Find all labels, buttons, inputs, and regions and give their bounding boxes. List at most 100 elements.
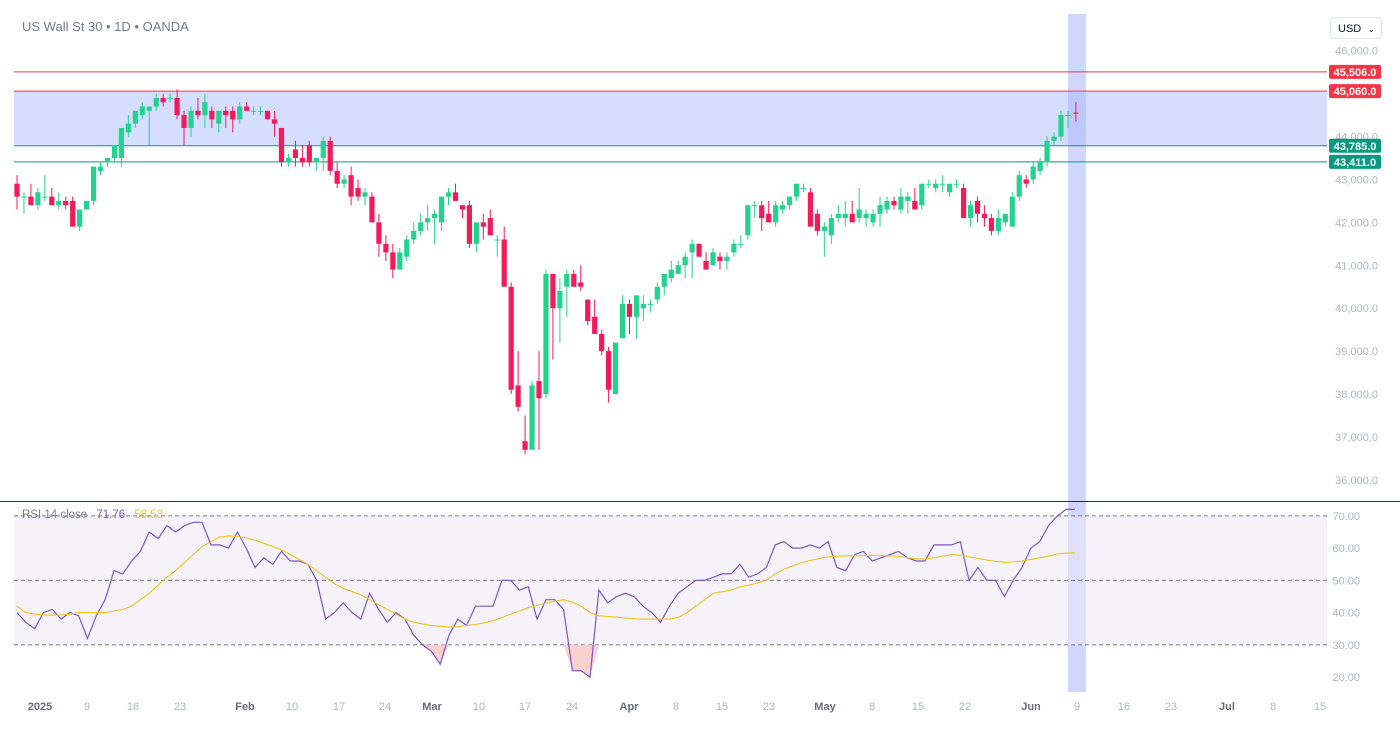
rsi-pane	[14, 508, 1327, 679]
candle-body	[814, 213, 820, 231]
time-axis-label: Jul	[1219, 701, 1235, 713]
candle-body	[258, 110, 264, 112]
candle-body	[188, 110, 194, 128]
candle-body	[585, 299, 591, 322]
candle-body	[1009, 196, 1015, 227]
candle-body	[195, 110, 201, 116]
time-axis-label: 15	[716, 701, 728, 713]
candle-body	[877, 205, 883, 214]
candle-body	[1044, 140, 1050, 163]
time-axis-label: 23	[1165, 701, 1177, 713]
price-axis-label: 46,000.0	[1335, 46, 1378, 58]
price-axis-label: 42,000.0	[1335, 217, 1378, 229]
currency-dropdown[interactable]: USD ⌄	[1330, 17, 1382, 39]
time-axis-label: 24	[379, 701, 391, 713]
candle-body	[49, 196, 55, 206]
candle-body	[995, 218, 1001, 231]
candle-body	[167, 97, 173, 99]
candle-body	[418, 222, 424, 231]
candle-body	[557, 291, 563, 309]
candle-body	[717, 256, 723, 261]
time-axis-label: 10	[473, 701, 485, 713]
candle-body	[543, 273, 549, 395]
candle-body	[383, 243, 389, 253]
candle-body	[501, 239, 507, 287]
candle-body	[619, 303, 626, 339]
candle-body	[14, 183, 20, 197]
candle-body	[905, 196, 911, 201]
time-axis-label: Jun	[1021, 701, 1041, 713]
candle-body	[647, 303, 653, 305]
time-axis-label: 17	[519, 701, 531, 713]
candle-body	[536, 381, 542, 399]
candle-body	[411, 230, 417, 240]
candle-body	[153, 97, 159, 107]
time-axis-label: 16	[1118, 701, 1130, 713]
rsi-line	[16, 508, 1075, 679]
candle-body	[926, 183, 932, 185]
chevron-down-icon: ⌄	[1367, 24, 1375, 34]
price-axis-label: 39,000.0	[1335, 346, 1378, 358]
candle-body	[974, 200, 981, 214]
candle-body	[578, 282, 584, 287]
candle-body	[682, 256, 688, 266]
candle-body	[369, 196, 375, 223]
price-line-label: 45,060.0	[1334, 86, 1377, 98]
candle-body	[35, 192, 41, 206]
time-axis-label: 23	[763, 701, 775, 713]
candle-body	[487, 218, 493, 236]
rsi-axis-label: 50.00	[1332, 575, 1360, 587]
candle-body	[237, 106, 243, 120]
time-axis-label: May	[814, 701, 836, 713]
candle-body	[870, 213, 876, 223]
time-axis-label: 8	[869, 701, 875, 713]
candle-body	[640, 303, 646, 309]
candle-body	[452, 192, 459, 201]
candle-body	[244, 106, 250, 111]
time-axis-label: 24	[566, 701, 578, 713]
price-axis-label: 41,000.0	[1335, 260, 1378, 272]
price-axis-label: 36,000.0	[1335, 475, 1378, 487]
candle-body	[550, 273, 556, 309]
time-axis-label: Mar	[422, 701, 442, 713]
candle-body	[633, 295, 640, 317]
candle-body	[459, 205, 466, 210]
candle-body	[125, 123, 131, 133]
candle-body	[327, 140, 333, 171]
candle-body	[362, 192, 368, 197]
time-axis-label: 9	[1074, 701, 1080, 713]
candle-body	[849, 213, 855, 223]
candle-body	[355, 188, 361, 197]
candle-body	[299, 158, 305, 163]
candle-body	[97, 166, 104, 171]
price-axis-label: 40,000.0	[1335, 303, 1378, 315]
candle-body	[891, 200, 897, 206]
candle-body	[146, 106, 152, 111]
candle-body	[306, 145, 312, 163]
candle-body	[264, 110, 271, 120]
price-line-tag	[1329, 154, 1381, 169]
candle-body	[661, 273, 667, 287]
candle-body	[425, 218, 431, 223]
candle-body	[56, 200, 62, 206]
price-line-label: 45,506.0	[1334, 67, 1377, 79]
price-axis-label: 43,000.0	[1335, 174, 1378, 186]
candle-body	[348, 175, 354, 197]
candle-body	[967, 205, 974, 219]
rsi-axis-label: 20.00	[1332, 672, 1360, 684]
candle-body	[960, 188, 967, 219]
price-line-tag	[1329, 64, 1381, 79]
candle-body	[988, 218, 994, 231]
price-line-label: 43,411.0	[1334, 157, 1376, 169]
candle-body	[445, 192, 452, 197]
candle-body	[63, 200, 69, 206]
candle-body	[390, 252, 396, 270]
price-labels-layer: 45,506.0 45,060.0 43,785.0 43,411.0	[1329, 64, 1381, 169]
rsi-legend-title: RSI 14 close	[22, 509, 88, 521]
rsi-axis-label: 60.00	[1332, 543, 1360, 555]
candle-body	[341, 179, 347, 184]
time-axis-label: 15	[912, 701, 924, 713]
candle-body	[724, 256, 730, 261]
time-axis-label: 2025	[28, 701, 52, 713]
